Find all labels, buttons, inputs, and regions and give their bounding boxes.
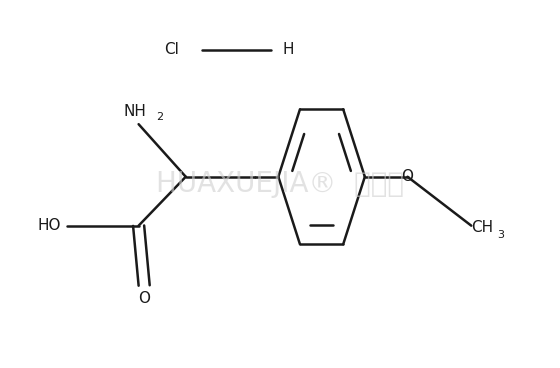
Text: HO: HO	[38, 218, 61, 233]
Text: 2: 2	[156, 112, 163, 122]
Text: NH: NH	[124, 104, 147, 119]
Text: O: O	[402, 169, 413, 184]
Text: H: H	[283, 42, 294, 57]
Text: Cl: Cl	[164, 42, 179, 57]
Text: O: O	[138, 291, 150, 306]
Text: 3: 3	[497, 230, 504, 240]
Text: CH: CH	[472, 220, 493, 235]
Text: HUAXUEJIA®  化学加: HUAXUEJIA® 化学加	[156, 170, 404, 198]
